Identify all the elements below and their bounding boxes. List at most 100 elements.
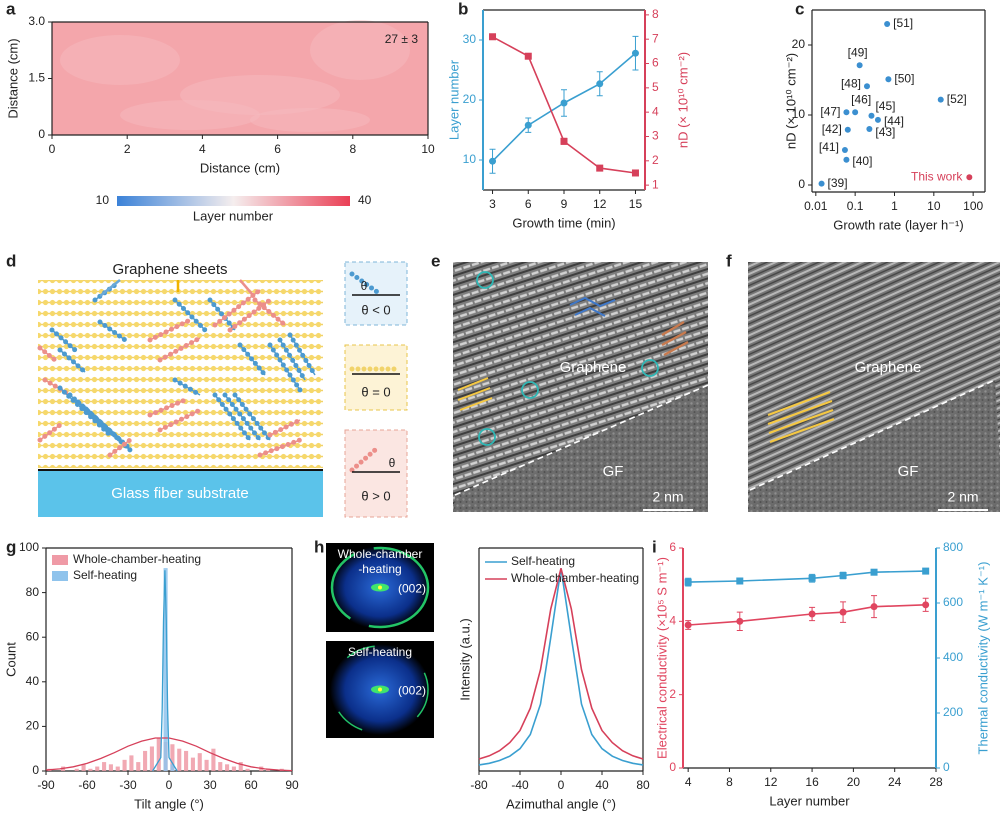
- point: [841, 147, 848, 153]
- bar: [74, 768, 79, 771]
- marker: [524, 52, 532, 60]
- lattice-guide: [569, 296, 616, 317]
- tilted-sheet-atoms: [37, 422, 63, 443]
- x-tick-label: 100: [963, 199, 983, 213]
- xrd-center: [378, 585, 382, 590]
- x-tick-label: 12: [764, 775, 778, 789]
- substrate-label: GF: [603, 463, 624, 480]
- panel-label: b: [458, 0, 468, 18]
- case-box: [344, 344, 408, 411]
- tilted-sheet-atoms: [172, 377, 203, 398]
- point-label: [45]: [875, 99, 895, 113]
- point: [937, 96, 944, 103]
- tilted-sheet-atoms: [157, 335, 203, 363]
- lattice-guide: [457, 387, 491, 401]
- y-tick-label: 10: [463, 152, 477, 166]
- y-tick-label: 2: [669, 687, 676, 701]
- x-tick-label: 0.1: [847, 199, 864, 213]
- sheet: [349, 447, 378, 473]
- y-tick-label: 20: [463, 92, 477, 106]
- y2-tick-label: 0: [943, 760, 950, 774]
- y-tick-label: 10: [792, 107, 806, 121]
- point: [843, 156, 850, 163]
- panel-label: f: [726, 251, 732, 270]
- bar: [122, 759, 127, 771]
- bar: [88, 768, 93, 771]
- bar: [184, 750, 189, 771]
- bar: [218, 762, 223, 771]
- heatmap-texture: [120, 100, 260, 130]
- x-tick-label: 28: [929, 775, 943, 789]
- legend-label: Whole-chamber-heating: [73, 552, 201, 566]
- peak-label: (002): [398, 582, 426, 596]
- y-axis-label: Distance (cm): [5, 38, 20, 118]
- substrate-label: Glass fiber substrate: [111, 485, 249, 502]
- marker: [631, 49, 639, 57]
- point-label: [44]: [884, 114, 904, 128]
- x-tick-label: 80: [636, 778, 650, 792]
- point: [818, 180, 825, 187]
- marker: [839, 572, 847, 579]
- region-label: Graphene: [560, 359, 627, 376]
- bar: [163, 568, 168, 771]
- bar: [115, 766, 120, 771]
- x-tick-label: 9: [561, 197, 568, 211]
- tilted-sheet-atoms: [287, 332, 318, 378]
- heatmap-texture: [60, 35, 180, 85]
- heatmap: [52, 22, 428, 135]
- image-title: -heating: [358, 562, 401, 576]
- bar: [170, 764, 175, 771]
- y-tick-label: 3.0: [28, 14, 45, 28]
- bar: [231, 766, 236, 771]
- point-label: [42]: [822, 122, 842, 136]
- panel-label: a: [6, 0, 16, 18]
- y2-tick-label: 7: [652, 31, 659, 45]
- annotation: 27 ± 3: [385, 32, 419, 46]
- case-label: θ = 0: [361, 384, 390, 399]
- case-label: θ > 0: [361, 488, 390, 503]
- x-tick-label: -90: [37, 778, 55, 792]
- defect-marker: [521, 381, 539, 399]
- colorbar-label: Layer number: [193, 208, 274, 223]
- x-tick-label: 1: [891, 199, 898, 213]
- y2-axis-label: nD (× 10¹⁰ cm⁻²): [675, 52, 690, 148]
- bar: [143, 750, 148, 771]
- point-label: [50]: [894, 71, 914, 85]
- x-tick-label: -30: [119, 778, 137, 792]
- x-tick-label: 0: [166, 778, 173, 792]
- x-tick-label: 8: [349, 142, 356, 156]
- y-tick-label: 20: [26, 719, 40, 733]
- xrd-ring: [330, 546, 430, 629]
- lattice-guide: [767, 391, 831, 416]
- scale-label: 2 nm: [652, 489, 683, 505]
- marker: [808, 574, 816, 582]
- panel-label: g: [6, 537, 16, 556]
- bar: [108, 764, 113, 771]
- x-tick-label: 10: [421, 142, 435, 156]
- point: [852, 109, 859, 116]
- marker: [596, 80, 604, 88]
- tilted-sheet-atoms: [172, 297, 208, 333]
- heatmap-group: [52, 20, 428, 135]
- x-tick-label: 6: [525, 197, 532, 211]
- x-axis-label: Tilt angle (°): [134, 796, 204, 811]
- x-tick-label: 8: [726, 775, 733, 789]
- lattice-guide: [457, 377, 489, 391]
- x-tick-label: 0: [558, 778, 565, 792]
- tilted-sheet-atoms: [222, 392, 263, 443]
- marker: [839, 608, 847, 616]
- x-tick-label: 12: [593, 197, 607, 211]
- y2-tick-label: 600: [943, 595, 963, 609]
- point: [844, 126, 851, 133]
- y-tick-label: 0: [798, 177, 805, 191]
- bar: [238, 762, 243, 771]
- y-tick-label: 6: [669, 540, 676, 554]
- y-tick-label: 30: [463, 32, 477, 46]
- arrow: [99, 279, 121, 297]
- x-axis-label: Azimuthal angle (°): [506, 796, 616, 811]
- x-axis-label: Layer number: [769, 793, 850, 808]
- marker: [596, 164, 604, 172]
- tilted-sheet-atoms: [212, 392, 253, 443]
- legend-label: Self-heating: [73, 568, 137, 582]
